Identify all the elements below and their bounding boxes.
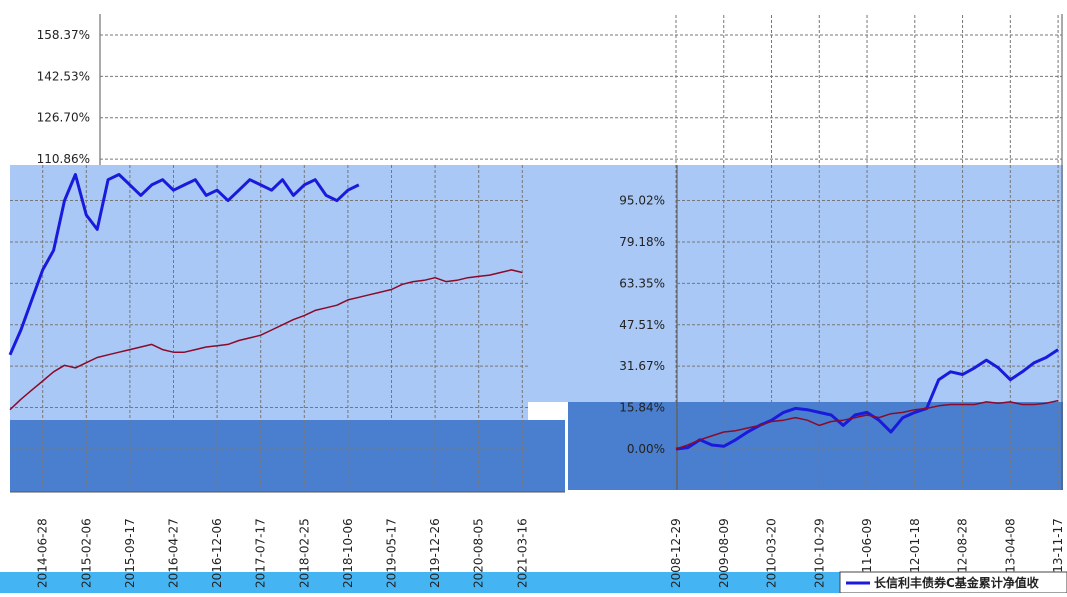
right-panel-band: [568, 402, 1063, 490]
y-tick-label: 47.51%: [619, 318, 665, 332]
y-tick-label: 95.02%: [619, 194, 665, 208]
left-panel-bg: [10, 165, 528, 420]
x-tick-label: 2012-01-18: [908, 518, 922, 588]
x-tick-label: 2019-12-26: [428, 518, 442, 588]
x-tick-label: 2016-04-27: [167, 518, 181, 588]
y-tick-label: 79.18%: [619, 235, 665, 249]
y-tick-label: 158.37%: [37, 28, 90, 42]
series-line: [675, 399, 1059, 450]
x-tick-label: 2014-06-28: [36, 518, 50, 588]
x-tick-label: 2018-02-25: [297, 518, 311, 588]
x-tick-label: 2011-06-09: [860, 518, 874, 588]
x-tick-label: 2016-12-06: [210, 518, 224, 588]
x-tick-label: 2020-08-05: [472, 518, 486, 588]
y-tick-label: 126.70%: [37, 111, 90, 125]
x-tick-label: 2015-09-17: [123, 518, 137, 588]
y-tick-label: 15.84%: [619, 401, 665, 415]
bottom-strip: [0, 572, 840, 593]
x-tick-label: 2010-10-29: [812, 518, 826, 588]
y-tick-label: 31.67%: [619, 359, 665, 373]
y-tick-label: 142.53%: [37, 69, 90, 83]
series-line: [9, 269, 523, 411]
x-tick-label: 2008-12-29: [669, 518, 683, 588]
x-tick-label: 2021-03-16: [515, 518, 529, 588]
x-tick-label: 2009-08-09: [717, 518, 731, 588]
series-line: [8, 173, 360, 356]
x-tick-label: 2015-02-06: [79, 518, 93, 588]
series-line: [675, 348, 1059, 451]
legend-label: 长信利丰债券C基金累计净值收: [874, 575, 1039, 590]
x-tick-label: 2010-03-20: [765, 518, 779, 588]
x-tick-label: 2019-05-17: [385, 518, 399, 588]
y-tick-label: 110.86%: [37, 152, 90, 166]
x-tick-label: 2013-11-17: [1051, 518, 1065, 588]
x-tick-label: 2013-04-08: [1003, 518, 1017, 588]
legend: 长信利丰债券C基金累计净值收: [839, 571, 1067, 594]
left-panel-band: [10, 420, 565, 492]
x-tick-label: 2018-10-06: [341, 518, 355, 588]
x-tick-label: 2012-08-28: [956, 518, 970, 588]
y-tick-label: 0.00%: [627, 442, 665, 456]
y-tick-label: 63.35%: [619, 276, 665, 290]
x-tick-label: 2017-07-17: [254, 518, 268, 588]
